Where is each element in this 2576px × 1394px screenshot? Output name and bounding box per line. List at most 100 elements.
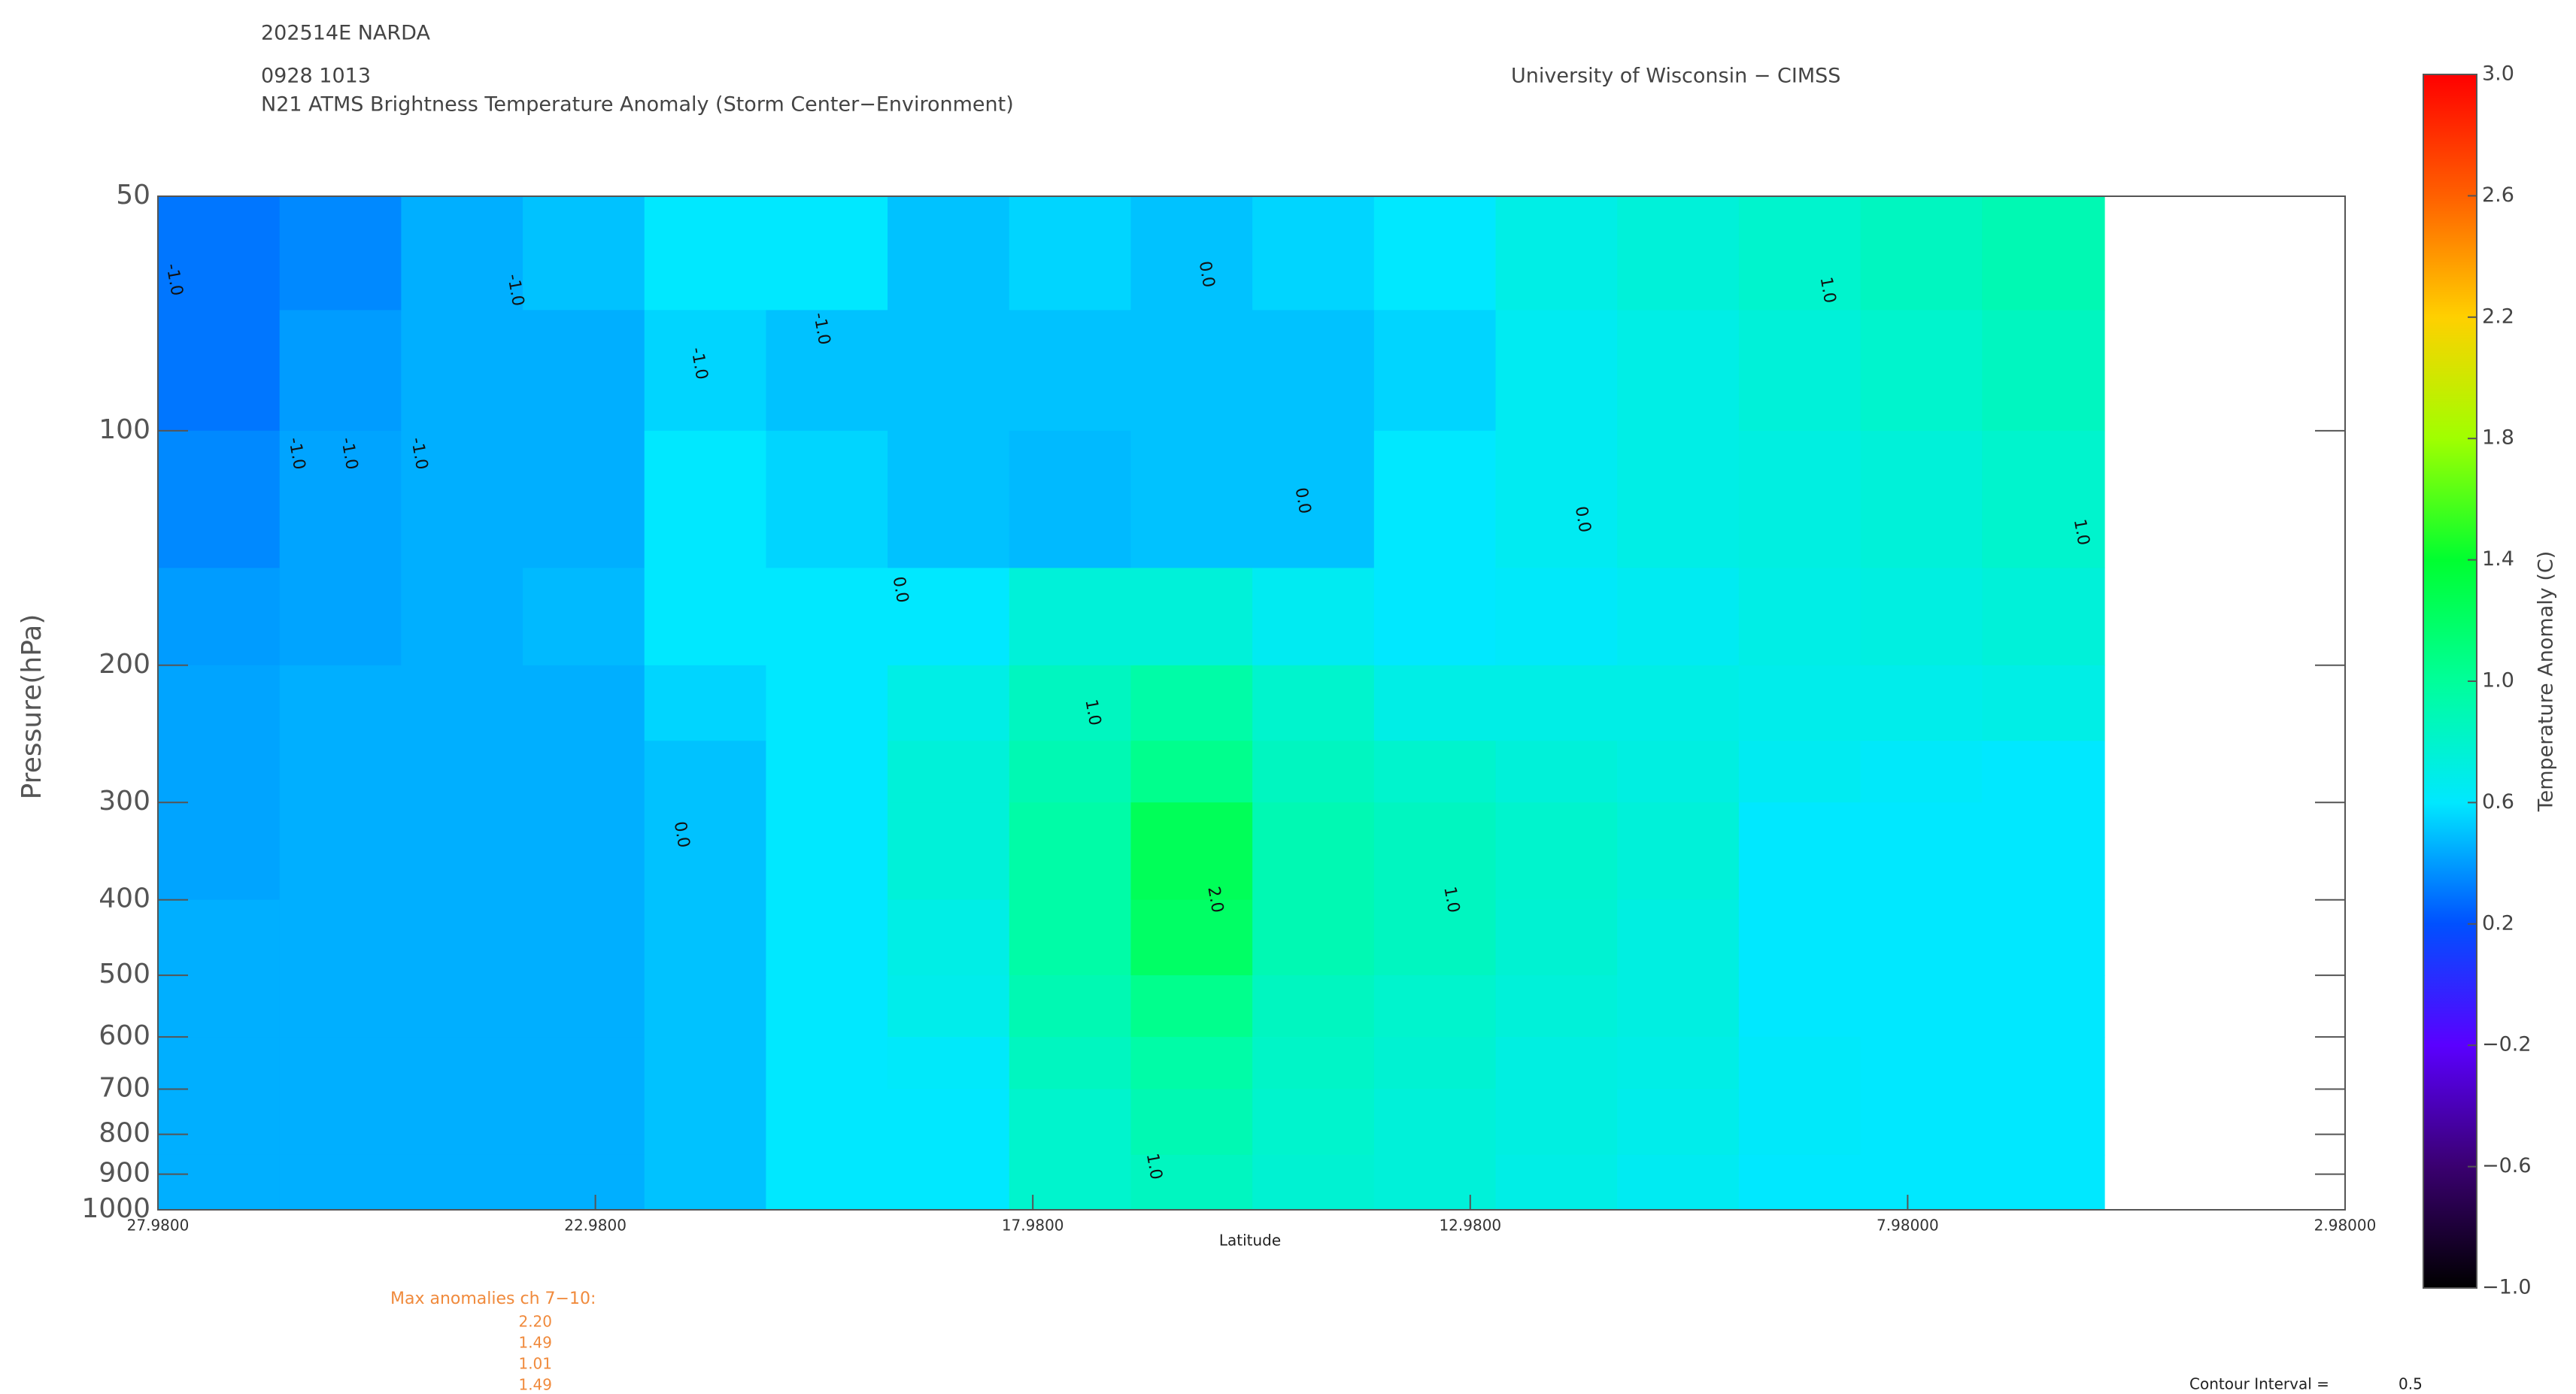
field-cell bbox=[401, 430, 523, 568]
field-cell bbox=[401, 568, 523, 666]
field-cell bbox=[1130, 899, 1253, 976]
field-cell bbox=[766, 1154, 888, 1211]
field-cell bbox=[1009, 310, 1131, 432]
field-cell bbox=[644, 665, 766, 741]
field-cell bbox=[1252, 975, 1375, 1038]
field-cell bbox=[401, 1089, 523, 1156]
field-cell bbox=[1252, 568, 1375, 666]
field-cell bbox=[887, 568, 1010, 666]
field-cell bbox=[1617, 430, 1740, 568]
field-cell bbox=[887, 196, 1010, 311]
field-cell bbox=[1373, 430, 1497, 568]
field-cell bbox=[158, 430, 281, 568]
field-cell bbox=[1495, 310, 1618, 432]
field-cell bbox=[279, 430, 402, 568]
colorbar-label: Temperature Anomaly (C) bbox=[2535, 551, 2558, 813]
field-cell bbox=[401, 802, 523, 901]
field-cell bbox=[401, 196, 523, 311]
field-cell bbox=[1495, 802, 1618, 901]
storm-name: 202514E NARDA bbox=[261, 22, 430, 45]
y-tick-label: 900 bbox=[99, 1158, 150, 1189]
field-cell bbox=[1860, 430, 1983, 568]
field-cell bbox=[1617, 741, 1740, 803]
x-tick-label: 2.98000 bbox=[2314, 1217, 2377, 1235]
field-cell bbox=[1860, 196, 1983, 311]
field-cell bbox=[1495, 899, 1618, 976]
field-cell bbox=[523, 568, 645, 666]
field-cell bbox=[1982, 665, 2105, 741]
field-cell bbox=[523, 899, 645, 976]
colorbar-tick-label: 3.0 bbox=[2482, 62, 2514, 86]
y-tick-label: 200 bbox=[99, 649, 150, 680]
field-cell bbox=[644, 899, 766, 976]
x-tick-label: 7.98000 bbox=[1877, 1217, 1939, 1235]
field-cell bbox=[158, 310, 281, 432]
contour-label: 0.0 bbox=[1291, 486, 1315, 516]
field-cell bbox=[523, 975, 645, 1038]
field-cell bbox=[887, 1037, 1010, 1090]
contour-label: 2.0 bbox=[1203, 885, 1227, 914]
field-cell bbox=[1738, 665, 1861, 741]
field-cell bbox=[279, 196, 402, 311]
field-cell bbox=[644, 310, 766, 432]
field-cell bbox=[1860, 741, 1983, 803]
field-cell bbox=[887, 430, 1010, 568]
field-cell bbox=[1738, 1089, 1861, 1156]
field-cell bbox=[1009, 975, 1131, 1038]
field-cell bbox=[279, 899, 402, 976]
field-cell bbox=[1009, 1154, 1131, 1211]
field-cell bbox=[1495, 975, 1618, 1038]
field-cell bbox=[523, 1154, 645, 1211]
field-cell bbox=[401, 310, 523, 432]
field-cell bbox=[523, 310, 645, 432]
field-cell bbox=[1860, 310, 1983, 432]
field-cell bbox=[1617, 802, 1740, 901]
field-cell bbox=[644, 741, 766, 803]
field-cell bbox=[401, 741, 523, 803]
field-cell bbox=[523, 1089, 645, 1156]
field-cell bbox=[279, 975, 402, 1038]
colorbar-tick-label: −0.6 bbox=[2482, 1154, 2532, 1177]
field-cell bbox=[766, 899, 888, 976]
field-cell bbox=[1130, 1089, 1253, 1156]
field-cell bbox=[1982, 430, 2105, 568]
field-cell bbox=[1860, 899, 1983, 976]
field-cell bbox=[1738, 430, 1861, 568]
field-cell bbox=[766, 1037, 888, 1090]
field-cell bbox=[1252, 899, 1375, 976]
field-cell bbox=[1617, 1089, 1740, 1156]
field-cell bbox=[766, 802, 888, 901]
field-cell bbox=[1009, 802, 1131, 901]
max-anomalies-label: Max anomalies ch 7−10: bbox=[390, 1289, 596, 1308]
field-cell bbox=[766, 975, 888, 1038]
colorbar-tick-label: 1.8 bbox=[2482, 426, 2514, 450]
field-cell bbox=[1982, 975, 2105, 1038]
field-cell bbox=[1982, 1037, 2105, 1090]
field-cell bbox=[1130, 665, 1253, 741]
field-cell bbox=[1617, 1154, 1740, 1211]
field-cell bbox=[401, 1154, 523, 1211]
field-cell bbox=[523, 196, 645, 311]
field-cell bbox=[1617, 310, 1740, 432]
field-cell bbox=[1982, 1089, 2105, 1156]
field-cell bbox=[644, 568, 766, 666]
chart-title: N21 ATMS Brightness Temperature Anomaly … bbox=[261, 93, 1014, 117]
contour-label: 0.0 bbox=[1571, 505, 1594, 534]
x-axis-label: Latitude bbox=[1219, 1232, 1281, 1250]
field-cell bbox=[1009, 1037, 1131, 1090]
field-cell bbox=[523, 802, 645, 901]
field-cell bbox=[1252, 1154, 1375, 1211]
field-cell bbox=[1617, 899, 1740, 976]
field-cell bbox=[644, 1089, 766, 1156]
field-cell bbox=[887, 802, 1010, 901]
field-cell bbox=[887, 1089, 1010, 1156]
field-cell bbox=[1495, 1089, 1618, 1156]
contour-interval-label: Contour Interval = bbox=[2189, 1375, 2329, 1392]
field-cell bbox=[1373, 975, 1497, 1038]
field-cell bbox=[644, 975, 766, 1038]
field-cell bbox=[401, 899, 523, 976]
field-cell bbox=[766, 310, 888, 432]
y-tick-label: 500 bbox=[99, 959, 150, 989]
y-axis-label: Pressure(hPa) bbox=[17, 614, 47, 800]
